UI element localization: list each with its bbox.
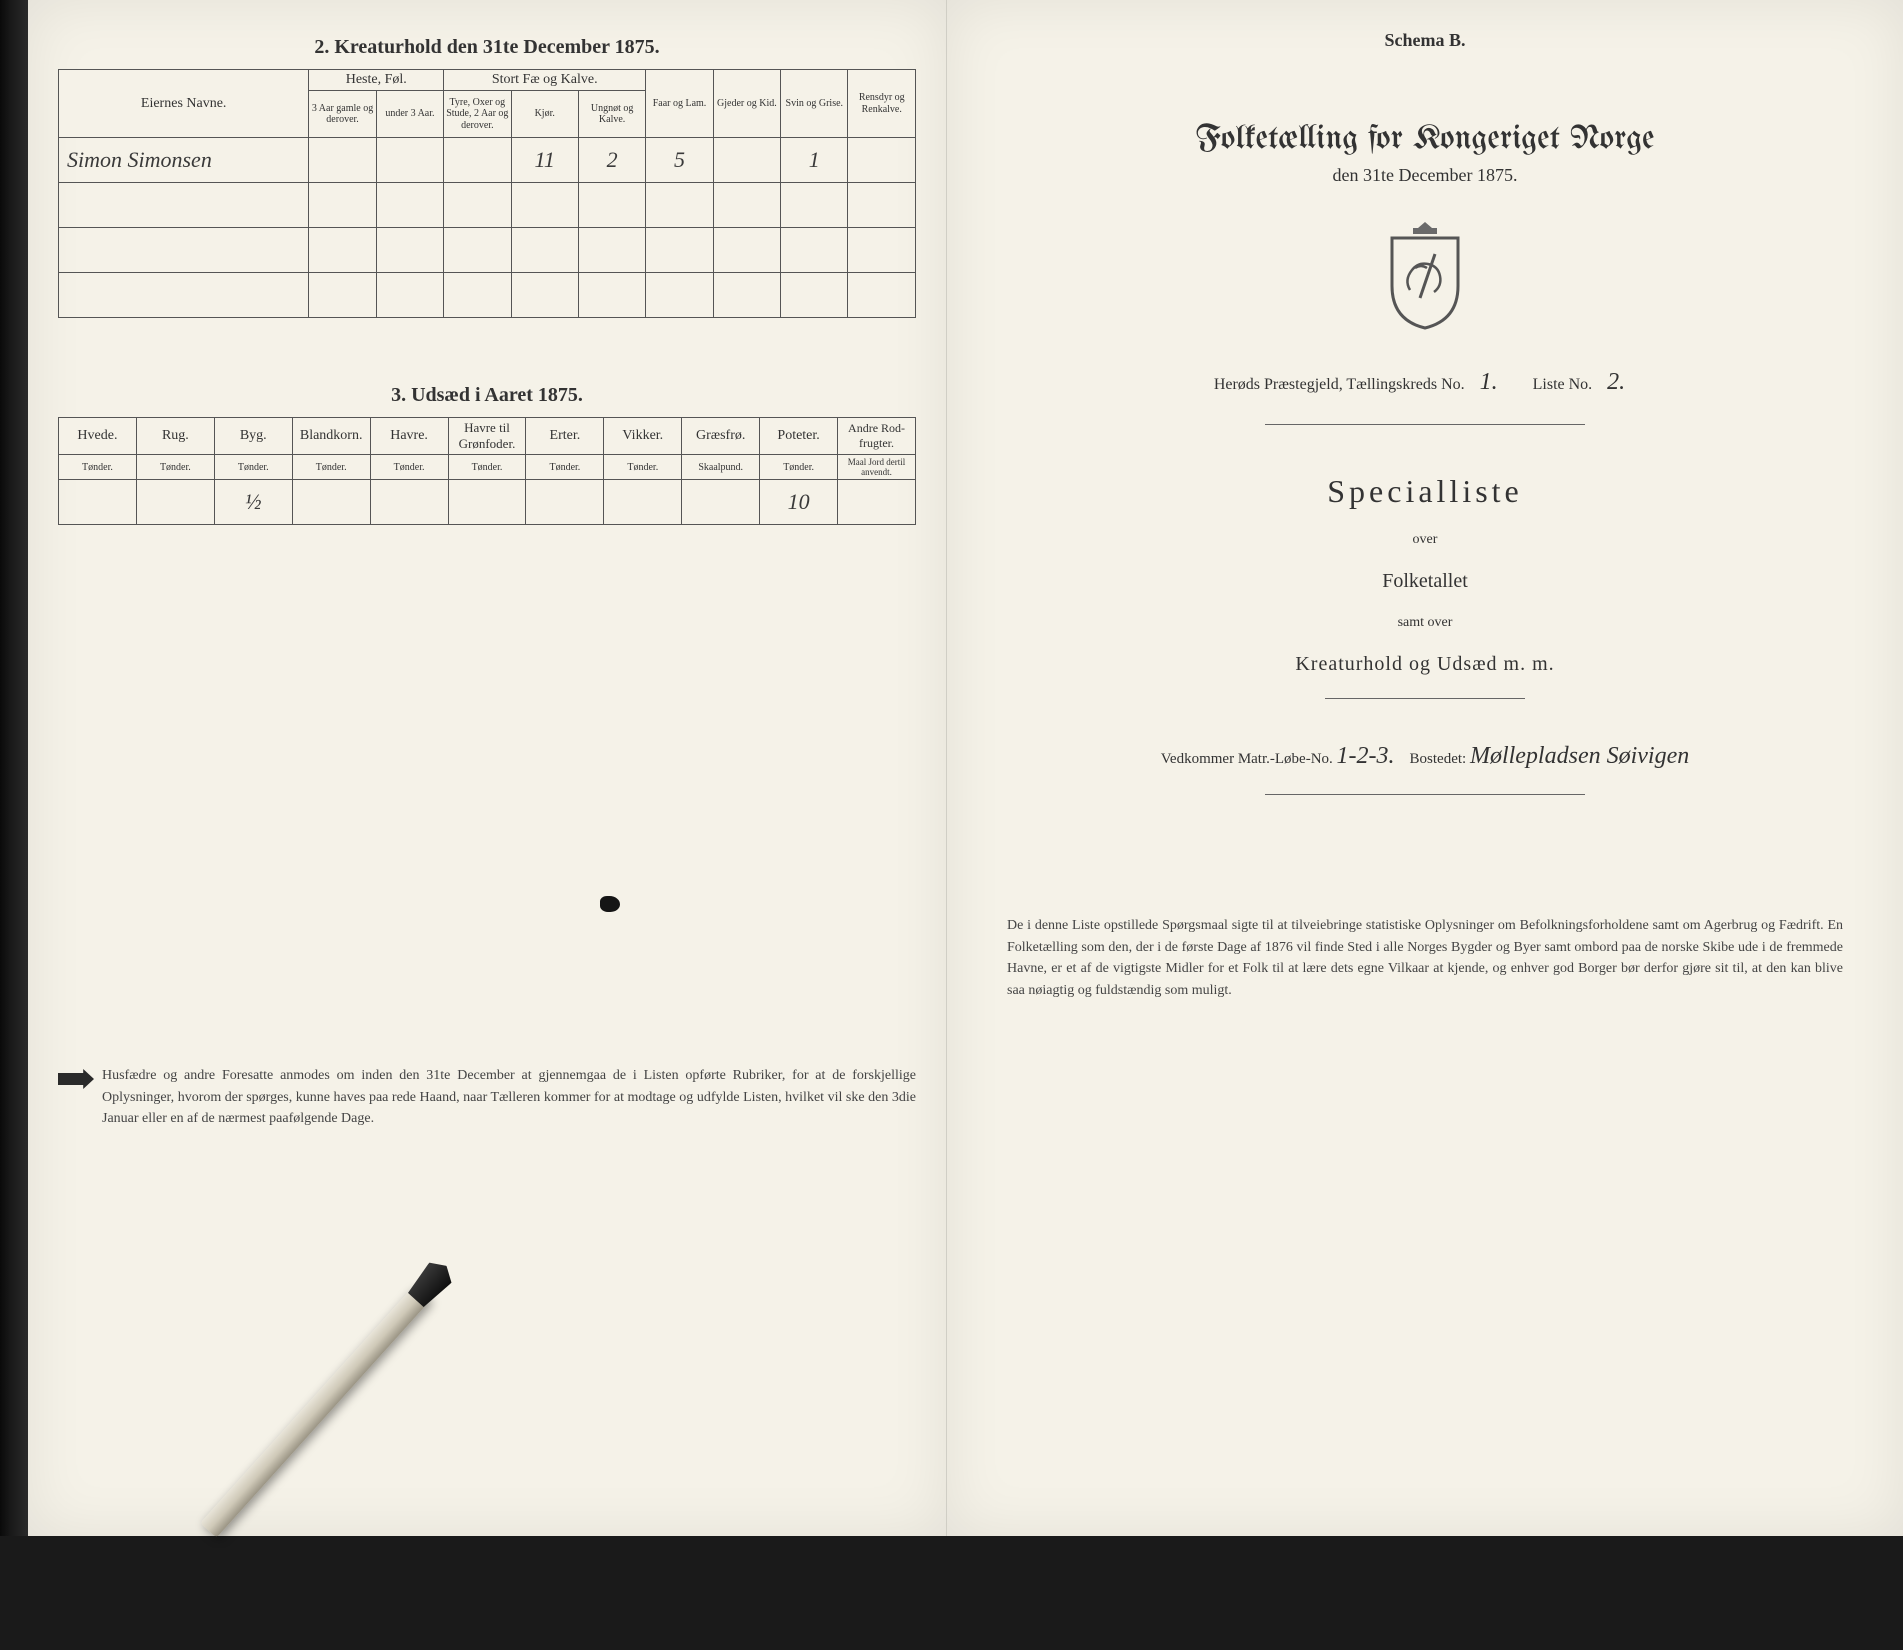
liste-no: 2. xyxy=(1596,369,1636,396)
col-h1: 3 Aar gamle og derover. xyxy=(309,91,376,138)
c6: Havre til Grønfoder. xyxy=(448,418,526,455)
u7: Tønder. xyxy=(526,455,604,480)
val-faar: 5 xyxy=(646,138,713,183)
folketallet-label: Folketallet xyxy=(1007,570,1843,593)
col-gjed: Gjeder og Kid. xyxy=(713,70,780,138)
left-footnote: Husfædre og andre Foresatte anmodes om i… xyxy=(58,1065,916,1130)
u3: Tønder. xyxy=(214,455,292,480)
specialliste-title: Specialliste xyxy=(1007,473,1843,510)
u8: Tønder. xyxy=(604,455,682,480)
left-footnote-text: Husfædre og andre Foresatte anmodes om i… xyxy=(102,1068,916,1126)
vedkommer-label: Vedkommer Matr.-Løbe-No. xyxy=(1161,751,1333,767)
kreaturhold-table: Eiernes Navne. Heste, Føl. Stort Fæ og K… xyxy=(58,69,916,318)
u6: Tønder. xyxy=(448,455,526,480)
inkblot xyxy=(600,896,620,912)
c10: Poteter. xyxy=(760,418,838,455)
bostedet-label: Bostedet: xyxy=(1410,751,1467,767)
col-svin: Svin og Grise. xyxy=(781,70,848,138)
grp-heste: Heste, Føl. xyxy=(309,70,444,91)
c2: Rug. xyxy=(136,418,214,455)
c7: Erter. xyxy=(526,418,604,455)
val-byg: ½ xyxy=(214,480,292,525)
col-ren: Rensdyr og Renkalve. xyxy=(848,70,916,138)
kreaturhold-label: Kreaturhold og Udsæd m. m. xyxy=(1007,653,1843,676)
location-line: Herøds Præstegjeld, Tællingskreds No. 1.… xyxy=(1007,369,1843,396)
c1: Hvede. xyxy=(59,418,137,455)
main-title: Folketælling for Kongeriget Norge xyxy=(1007,121,1843,157)
right-footnote: De i denne Liste opstillede Spørgsmaal s… xyxy=(1007,915,1843,1002)
c11: Andre Rod-frugter. xyxy=(838,418,916,455)
section2-title: 2. Kreaturhold den 31te December 1875. xyxy=(58,36,916,59)
samt-label: samt over xyxy=(1007,615,1843,631)
owner-name: Simon Simonsen xyxy=(59,138,309,183)
pointing-hand-icon xyxy=(58,1069,94,1089)
section3-title: 3. Udsæd i Aaret 1875. xyxy=(58,384,916,407)
vedkommer-line: Vedkommer Matr.-Løbe-No. 1-2-3. Bostedet… xyxy=(1007,743,1843,770)
udsaed-table: Hvede. Rug. Byg. Blandkorn. Havre. Havre… xyxy=(58,417,916,525)
c4: Blandkorn. xyxy=(292,418,370,455)
col-h2: under 3 Aar. xyxy=(376,91,443,138)
u2: Tønder. xyxy=(136,455,214,480)
c9: Græsfrø. xyxy=(682,418,760,455)
divider xyxy=(1265,424,1585,425)
pen-overlay xyxy=(74,1142,582,1650)
matr-no: 1-2-3. xyxy=(1337,743,1395,769)
divider xyxy=(1265,794,1585,795)
col-s3: Ungnøt og Kalve. xyxy=(578,91,645,138)
c5: Havre. xyxy=(370,418,448,455)
book-spine xyxy=(0,0,28,1536)
u5: Tønder. xyxy=(370,455,448,480)
u10: Tønder. xyxy=(760,455,838,480)
over-label: over xyxy=(1007,532,1843,548)
col-s2: Kjør. xyxy=(511,91,578,138)
schema-label: Schema B. xyxy=(1007,30,1843,51)
val-svin: 1 xyxy=(781,138,848,183)
u1: Tønder. xyxy=(59,455,137,480)
date-line: den 31te December 1875. xyxy=(1007,165,1843,186)
val-ung: 2 xyxy=(578,138,645,183)
right-page: Schema B. Folketælling for Kongeriget No… xyxy=(946,0,1903,1536)
c3: Byg. xyxy=(214,418,292,455)
liste-label: Liste No. xyxy=(1533,376,1593,393)
val-poteter: 10 xyxy=(760,480,838,525)
u4: Tønder. xyxy=(292,455,370,480)
col-s1: Tyre, Oxer og Stude, 2 Aar og derover. xyxy=(444,91,511,138)
divider xyxy=(1325,698,1525,699)
col-owner: Eiernes Navne. xyxy=(59,70,309,138)
praestegjeld-label: Herøds Præstegjeld, Tællingskreds No. xyxy=(1214,376,1465,393)
val-kjor: 11 xyxy=(511,138,578,183)
grp-stort: Stort Fæ og Kalve. xyxy=(444,70,646,91)
c8: Vikker. xyxy=(604,418,682,455)
coat-of-arms-icon xyxy=(1007,220,1843,335)
table-row: Simon Simonsen 11 2 5 1 xyxy=(59,138,916,183)
bostedet-value: Møllepladsen Søivigen xyxy=(1470,743,1689,769)
u9: Skaalpund. xyxy=(682,455,760,480)
table-row: ½ 10 xyxy=(59,480,916,525)
left-page: 2. Kreaturhold den 31te December 1875. E… xyxy=(28,0,946,1536)
kreds-no: 1. xyxy=(1469,369,1509,396)
u11: Maal Jord dertil anvendt. xyxy=(838,455,916,480)
col-faar: Faar og Lam. xyxy=(646,70,713,138)
